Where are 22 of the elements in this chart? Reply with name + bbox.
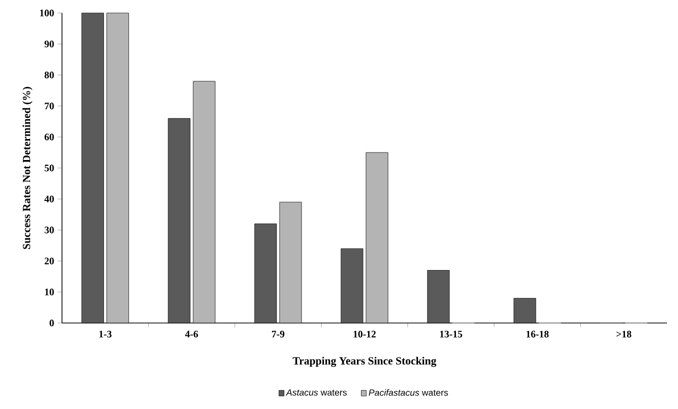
x-tick-label: 1-3 <box>99 330 112 338</box>
legend-label: Astacus waters <box>286 389 347 396</box>
x-axis-title: Trapping Years Since Stocking <box>292 356 436 367</box>
y-tick-label: 60 <box>44 134 54 140</box>
x-tick-label: 16-18 <box>526 330 549 338</box>
y-tick-label: 20 <box>44 258 54 264</box>
y-tick-label: 40 <box>44 196 54 202</box>
y-tick-label: 70 <box>44 102 54 110</box>
x-tick-label: 4-6 <box>185 330 198 338</box>
y-tick-label: 100 <box>40 10 54 16</box>
y-tick-label: 80 <box>44 72 54 78</box>
x-tick-label: 7-9 <box>272 330 284 338</box>
x-tick-label: 10-12 <box>354 330 376 338</box>
y-tick-label: 30 <box>44 226 54 234</box>
legend-label: Pacifastacus waters <box>368 389 448 396</box>
y-tick-label: 90 <box>44 40 54 48</box>
y-tick-label: 0 <box>50 320 54 326</box>
x-tick-label: >18 <box>616 330 632 338</box>
y-tick-label: 50 <box>44 164 54 172</box>
y-axis-title: Success Rates Not Determined (%) <box>22 86 32 249</box>
y-tick-label: 10 <box>45 288 54 296</box>
x-tick-label: 13-15 <box>440 330 462 338</box>
